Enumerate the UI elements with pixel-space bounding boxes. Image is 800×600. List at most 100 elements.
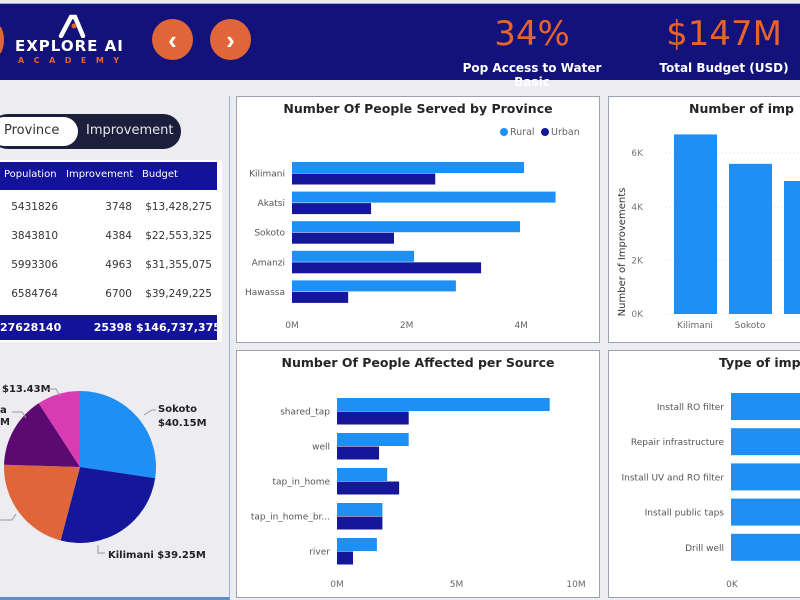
category-label: Install RO filter [657, 403, 724, 413]
next-page-button[interactable]: › [210, 19, 251, 60]
bar[interactable] [337, 516, 383, 530]
bar[interactable] [292, 203, 372, 215]
chart-title: Type of impro [719, 355, 800, 370]
bar[interactable] [292, 173, 436, 185]
y-axis-title: Number of Improvements [617, 188, 628, 317]
legend-urban[interactable]: Urban [551, 127, 580, 138]
kpi-budget-value: $147M [666, 14, 782, 54]
prev-page-button[interactable]: ‹ [152, 19, 193, 60]
bar[interactable] [292, 291, 349, 303]
bar[interactable] [731, 463, 800, 491]
left-panel [0, 96, 230, 600]
x-tick-label: 5M [450, 580, 464, 590]
category-label: Sokoto [254, 229, 285, 239]
col-population[interactable]: Population [4, 169, 57, 180]
category-label: Kilimani [249, 170, 285, 180]
bar[interactable] [674, 134, 717, 314]
x-tick-label: 2M [400, 321, 414, 331]
chart-title: Number Of People Affected per Source [281, 355, 555, 370]
table-row[interactable]: 6584764 6700 $39,249,225 [0, 280, 217, 309]
table-header: Population Improvement Budget ▲ [0, 162, 217, 196]
bar[interactable] [337, 411, 409, 425]
bar[interactable] [731, 498, 800, 526]
header-bar [0, 3, 800, 80]
bar[interactable] [731, 393, 800, 420]
col-budget[interactable]: Budget [142, 169, 178, 180]
pie-slice[interactable] [3, 464, 81, 541]
pie-slice[interactable] [80, 391, 157, 479]
bar[interactable] [337, 551, 354, 565]
budget-pie-chart: Sokoto $40.15M Kilimani $39.25M $13.43M aM [0, 384, 207, 561]
kpi-water-access-label: Pop Access to Water Basic [462, 61, 602, 89]
logo-icon [58, 14, 86, 38]
y-tick-label: 6K [631, 149, 644, 159]
bar[interactable] [292, 280, 456, 292]
table-cell: $31,355,075 [145, 259, 212, 271]
category-label: Amanzi [252, 258, 285, 268]
kpi-water-access-value: 34% [494, 14, 570, 54]
leader-line [46, 388, 61, 397]
bar[interactable] [292, 221, 521, 233]
category-label: Install UV and RO filter [622, 473, 725, 483]
source-chart-panel: Number Of People Affected per Source sha… [236, 350, 600, 598]
table-row[interactable]: 3843810 4384 $22,553,325 [0, 222, 217, 251]
table-cell: 4384 [105, 230, 132, 242]
bar[interactable] [731, 533, 800, 561]
bar[interactable] [337, 398, 550, 411]
pie-label: M [0, 417, 10, 428]
total-improvement: 25398 [93, 321, 132, 334]
category-label: tap_in_home_br... [251, 513, 330, 523]
col-improvement[interactable]: Improvement [66, 169, 134, 180]
table-total-row: 27628140 25398 $146,737,375 [0, 315, 221, 340]
chart-title: Number Of People Served by Province [283, 101, 553, 116]
table-cell: 3748 [105, 201, 132, 213]
bar[interactable] [337, 538, 377, 551]
category-label: river [309, 548, 330, 558]
toggle-province[interactable]: Province [0, 117, 78, 146]
logo-subtext: ACADEMY [18, 56, 129, 65]
bar[interactable] [337, 433, 409, 446]
total-budget: $146,737,375 [136, 321, 221, 334]
pie-slice[interactable] [38, 391, 80, 467]
chevron-right-icon: › [226, 24, 235, 55]
bar[interactable] [337, 481, 400, 495]
table-cell: $39,249,225 [145, 288, 212, 300]
bar[interactable] [337, 503, 383, 516]
table-row[interactable]: 5993306 4963 $31,355,075 [0, 251, 217, 280]
x-tick-label: 0K [726, 580, 739, 590]
pie-slice[interactable] [4, 403, 81, 467]
category-label: Install public taps [645, 509, 725, 519]
category-label: Kilimani [677, 321, 713, 331]
x-tick-label: 4M [514, 321, 528, 331]
partial-circle [0, 24, 4, 56]
bar[interactable] [784, 180, 800, 314]
y-tick-label: 2K [631, 256, 644, 266]
x-tick-label: 0M [330, 580, 344, 590]
bar[interactable] [729, 163, 772, 314]
leader-line [143, 409, 156, 416]
total-population: 27628140 [0, 321, 62, 334]
bar[interactable] [337, 468, 388, 481]
bar[interactable] [292, 250, 415, 262]
bar[interactable] [292, 232, 394, 244]
table-cell: 5431826 [11, 201, 58, 213]
category-label: tap_in_home [273, 478, 331, 488]
table-row[interactable]: 5431826 3748 $13,428,275 [0, 193, 217, 222]
category-label: Hawassa [245, 288, 285, 298]
y-tick-label: 0K [631, 310, 644, 320]
bar[interactable] [731, 428, 800, 456]
pie-slice[interactable] [60, 467, 156, 543]
y-tick-label: 4K [631, 203, 644, 213]
legend-rural[interactable]: Rural [510, 127, 535, 138]
toggle-improvement[interactable]: Improvement [86, 123, 174, 138]
table-cell: 4963 [105, 259, 132, 271]
bar[interactable] [292, 162, 525, 173]
legend-urban-marker [541, 128, 549, 136]
improvements-chart-panel: Number of imp 0K 2K 4K 6K Number of Improvem… [608, 96, 800, 343]
table-cell: 3843810 [11, 230, 58, 242]
bar[interactable] [292, 191, 556, 203]
bar[interactable] [337, 446, 380, 460]
x-tick-label: 0M [285, 321, 299, 331]
chevron-left-icon: ‹ [168, 24, 177, 55]
bar[interactable] [292, 262, 482, 274]
